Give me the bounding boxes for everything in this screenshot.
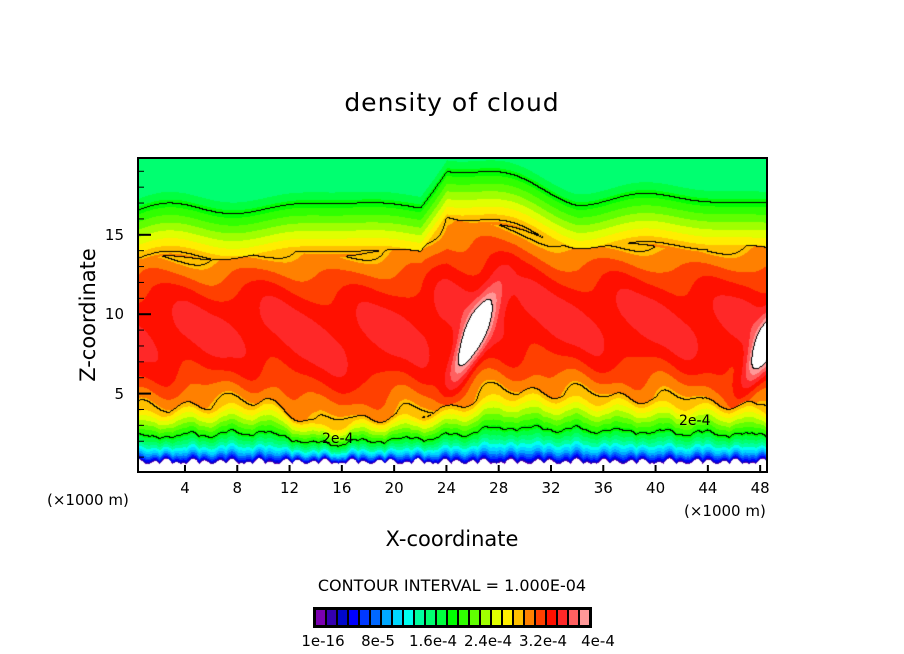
colorbar-label: 4e-4 [581, 632, 615, 650]
colorbar-swatch [382, 610, 391, 625]
x-tick-label: 28 [489, 479, 509, 497]
colorbar-swatch [327, 610, 336, 625]
contour-label: 2e-4 [322, 431, 354, 447]
colorbar-swatch [514, 610, 523, 625]
x-tick-label: 32 [541, 479, 561, 497]
x-tick-label: 20 [384, 479, 404, 497]
x-tick-label: 36 [593, 479, 613, 497]
colorbar-swatch [393, 610, 402, 625]
contour-field [137, 157, 768, 473]
chart-title: density of cloud [344, 88, 560, 117]
colorbar-swatch [558, 610, 567, 625]
colorbar-swatch [580, 610, 589, 625]
colorbar [313, 607, 592, 628]
y-axis-label: Z-coordinate [76, 248, 100, 382]
x-tick-label: 12 [280, 479, 300, 497]
x-unit-label: (×1000 m) [684, 502, 766, 520]
x-axis-label: X-coordinate [385, 527, 519, 551]
colorbar-swatch [536, 610, 545, 625]
colorbar-swatch [437, 610, 446, 625]
colorbar-label: 8e-5 [361, 632, 395, 650]
colorbar-swatch [547, 610, 556, 625]
colorbar-swatch [426, 610, 435, 625]
x-tick-label: 24 [436, 479, 456, 497]
colorbar-label: 1e-16 [301, 632, 345, 650]
colorbar-swatch [316, 610, 325, 625]
x-tick-label: 48 [750, 479, 770, 497]
y-unit-label: (×1000 m) [47, 491, 129, 509]
contour-label: 2e-4 [679, 413, 711, 429]
x-tick-label: 4 [180, 479, 190, 497]
colorbar-swatch [525, 610, 534, 625]
contour-interval-label: CONTOUR INTERVAL = 1.000E-04 [317, 576, 587, 595]
colorbar-swatch [338, 610, 347, 625]
colorbar-label: 3.2e-4 [518, 632, 568, 650]
colorbar-label: 1.6e-4 [408, 632, 458, 650]
colorbar-swatch [415, 610, 424, 625]
colorbar-swatch [448, 610, 457, 625]
x-tick-label: 44 [698, 479, 718, 497]
colorbar-swatch [470, 610, 479, 625]
colorbar-label: 2.4e-4 [463, 632, 513, 650]
x-tick-label: 40 [646, 479, 666, 497]
colorbar-swatch [481, 610, 490, 625]
colorbar-swatch [404, 610, 413, 625]
colorbar-swatch [492, 610, 501, 625]
x-tick-label: 8 [232, 479, 243, 497]
y-tick-label: 5 [114, 384, 124, 403]
colorbar-swatch [503, 610, 512, 625]
colorbar-swatch [371, 610, 380, 625]
colorbar-swatch [569, 610, 578, 625]
y-tick-label: 10 [104, 305, 124, 324]
colorbar-swatch [459, 610, 468, 625]
x-tick-label: 16 [332, 479, 352, 497]
colorbar-swatch [349, 610, 358, 625]
y-tick-label: 15 [104, 225, 124, 244]
colorbar-swatch [360, 610, 369, 625]
